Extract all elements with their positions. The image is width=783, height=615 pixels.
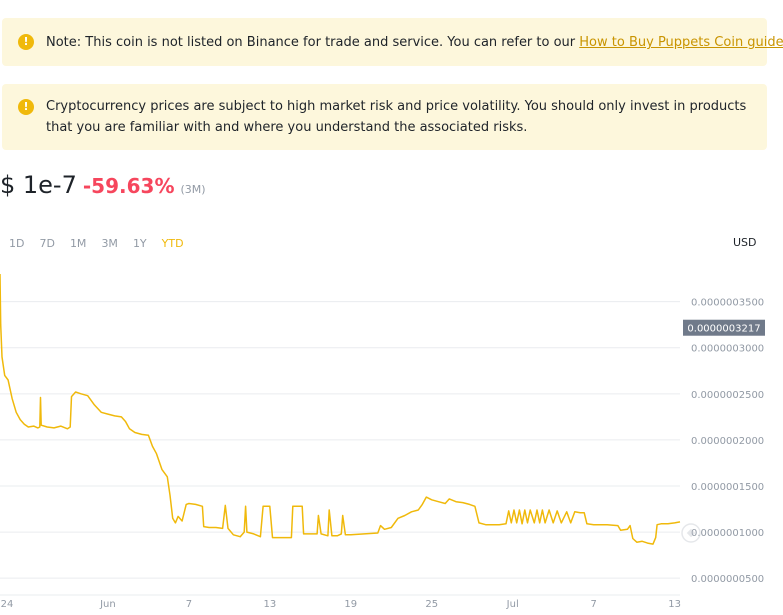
x-tick-label: Jul xyxy=(506,599,519,610)
range-selector: 1D 7D 1M 3M 1Y YTD xyxy=(9,232,199,250)
range-tab-7d[interactable]: 7D xyxy=(39,237,55,250)
coin-header-fragment xyxy=(0,0,160,6)
x-tick-label: 13 xyxy=(668,599,681,610)
y-tick-label: 0.0000002500 xyxy=(691,390,764,401)
price-chart[interactable]: 0.0000003500 0.0000003000 0.0000002500 0.00… xyxy=(0,262,783,615)
current-price-tag-bg xyxy=(683,319,765,336)
y-tick-label: 0.0000001000 xyxy=(691,528,764,539)
exclamation-circle-icon: ! xyxy=(18,99,34,115)
listing-note-text: Note: This coin is not listed on Binance… xyxy=(46,32,783,53)
x-tick-label: Jun xyxy=(99,599,116,610)
risk-warning-alert: ! Cryptocurrency prices are subject to h… xyxy=(2,84,767,150)
exclamation-circle-icon: ! xyxy=(18,34,34,50)
price-summary: $ 1e-7 -59.63% (3M) xyxy=(0,171,206,201)
how-to-buy-guide-link[interactable]: How to Buy Puppets Coin guide xyxy=(579,35,783,50)
x-tick-label: 7 xyxy=(590,599,596,610)
x-tick-label: 13 xyxy=(263,599,276,610)
x-tick-label: 7 xyxy=(186,599,192,610)
x-tick-label: 19 xyxy=(344,599,357,610)
y-tick-label: 0.0000003500 xyxy=(691,298,764,309)
price-change: -59.63% xyxy=(82,174,175,198)
price-line-series-0 xyxy=(0,273,681,545)
range-tab-ytd[interactable]: YTD xyxy=(161,237,184,250)
listing-note-alert: ! Note: This coin is not listed on Binan… xyxy=(2,18,783,66)
currency-label: USD xyxy=(733,236,757,249)
change-period: (3M) xyxy=(180,183,206,196)
y-tick-label: 0.0000002000 xyxy=(691,436,764,447)
current-price-tag-label: 0.0000003217 xyxy=(687,324,760,335)
range-tab-1d[interactable]: 1D xyxy=(9,237,25,250)
y-tick-label: 0.0000000500 xyxy=(691,574,764,585)
x-tick-label: 25 xyxy=(425,599,438,610)
y-tick-label: 0.0000001500 xyxy=(691,482,764,493)
range-tab-3m[interactable]: 3M xyxy=(101,237,118,250)
x-tick-label: 24 xyxy=(1,599,14,610)
risk-warning-text: Cryptocurrency prices are subject to hig… xyxy=(46,99,747,135)
range-tab-1y[interactable]: 1Y xyxy=(132,237,147,250)
listing-note-prefix: Note: This coin is not listed on Binance… xyxy=(46,35,580,50)
range-tab-1m[interactable]: 1M xyxy=(69,237,87,250)
current-price: $ 1e-7 xyxy=(0,171,77,199)
y-tick-label: 0.0000003000 xyxy=(691,344,764,355)
